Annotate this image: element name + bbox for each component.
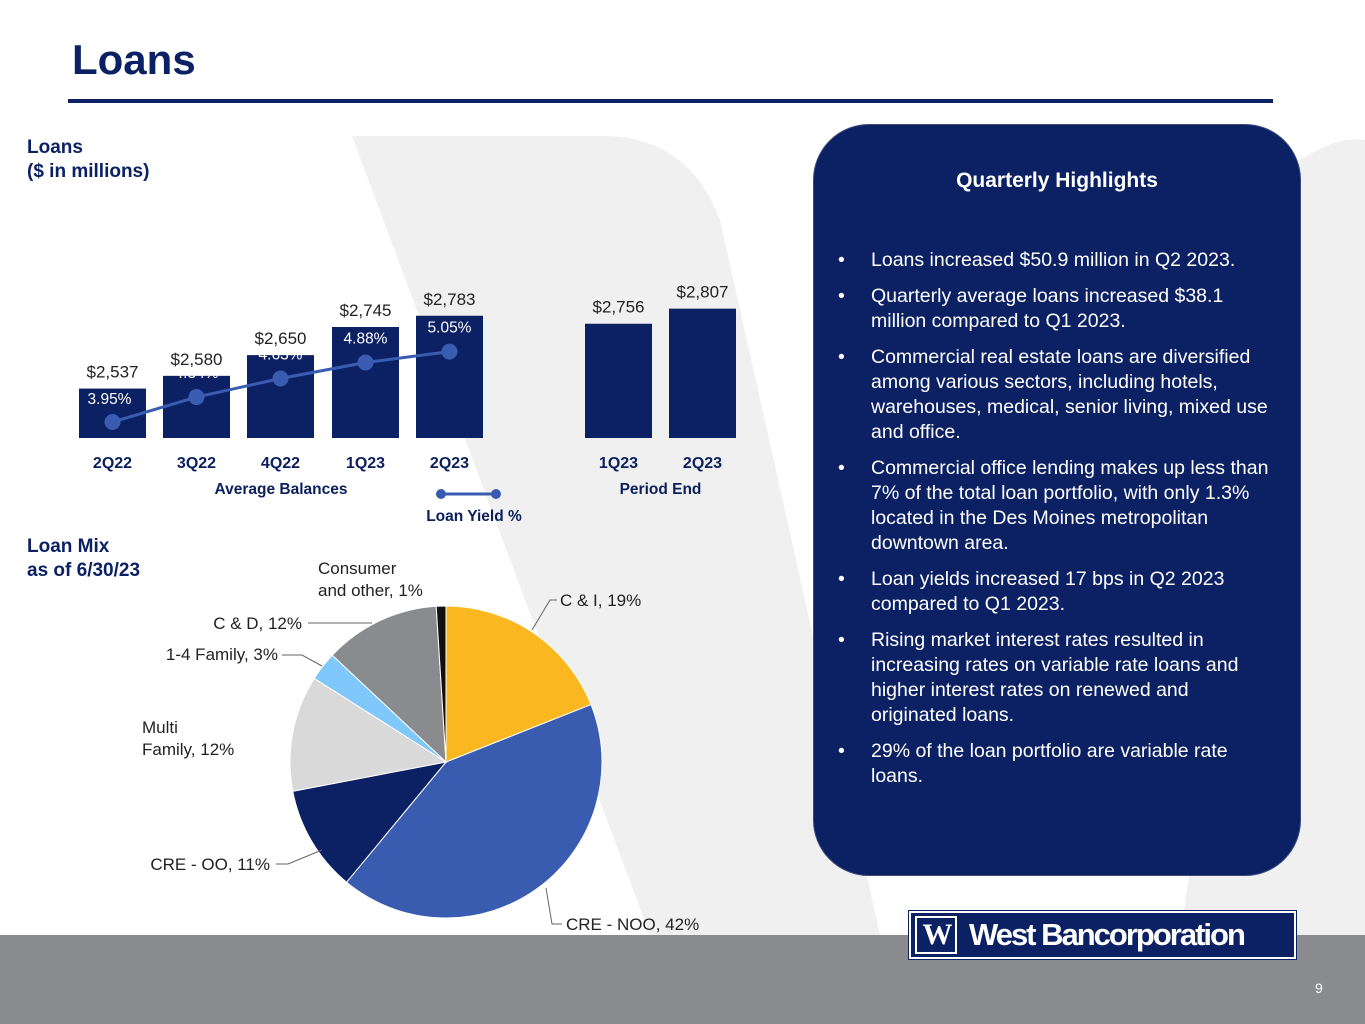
x-tick-label: 2Q22 bbox=[93, 455, 132, 472]
quarterly-highlights-panel: Quarterly Highlights • Loans increased $5… bbox=[813, 124, 1301, 876]
pie-slice bbox=[345, 703, 603, 919]
pie-slice-label-line: CRE - NOO, 42% bbox=[566, 915, 699, 934]
bar bbox=[416, 315, 483, 438]
logo-text: West Bancorporation bbox=[969, 917, 1246, 952]
highlight-text: 29% of the loan portfolio are variable r… bbox=[871, 740, 1228, 787]
x-tick-label: 1Q23 bbox=[599, 455, 638, 472]
pie-slice-label: CRE - OO, 11% bbox=[150, 855, 270, 874]
yield-label: 4.63% bbox=[259, 346, 303, 363]
highlight-text: Quarterly average loans increased $38.1 … bbox=[871, 285, 1224, 332]
yield-label: 4.88% bbox=[344, 330, 388, 347]
bar bbox=[585, 323, 652, 438]
list-item: • Quarterly average loans increased $38.1… bbox=[838, 284, 1278, 334]
bar-value-label: $2,783 bbox=[424, 290, 476, 309]
highlights-list: • Loans increased $50.9 million in Q2 202… bbox=[838, 248, 1278, 800]
group-label: Average Balances bbox=[215, 481, 348, 498]
pie-slice-label-line: Family, 12% bbox=[142, 740, 234, 759]
pie-slice bbox=[289, 677, 448, 792]
pie-slice-label-line: CRE - OO, 11% bbox=[150, 855, 270, 874]
bar bbox=[247, 355, 314, 438]
pie-slice-label-line: and other, 1% bbox=[318, 581, 423, 600]
list-item: • Commercial real estate loans are divers… bbox=[838, 345, 1278, 445]
pie-slice-label-line: 1-4 Family, 3% bbox=[166, 645, 278, 664]
bar bbox=[669, 308, 736, 438]
pie-slice-label: C & D, 12% bbox=[213, 614, 302, 633]
logo-w-mark: W bbox=[915, 916, 957, 954]
bar bbox=[163, 375, 230, 438]
pie-leader-line bbox=[282, 654, 323, 667]
yield-label: 4.34% bbox=[175, 365, 219, 382]
list-item: • Rising market interest rates resulted i… bbox=[838, 628, 1278, 728]
legend-label: Loan Yield % bbox=[426, 508, 522, 525]
page-title: Loans bbox=[72, 36, 196, 83]
yield-point bbox=[104, 414, 121, 430]
west-bancorporation-logo: W West Bancorporation bbox=[908, 910, 1297, 960]
list-item: • 29% of the loan portfolio are variable … bbox=[838, 739, 1278, 789]
x-tick-label: 2Q23 bbox=[430, 455, 469, 472]
yield-point bbox=[272, 370, 289, 387]
loans-section-label-line2: ($ in millions) bbox=[27, 161, 150, 182]
group-label: Period End bbox=[620, 481, 702, 498]
pie-slice bbox=[435, 605, 447, 763]
bar-value-label: $2,537 bbox=[87, 363, 139, 382]
bar-value-label: $2,650 bbox=[255, 329, 307, 348]
pie-slice-label: Multi Family, 12% bbox=[142, 718, 234, 759]
x-tick-label: 4Q22 bbox=[261, 455, 300, 472]
bar-value-label: $2,745 bbox=[340, 301, 392, 320]
highlight-text: Loans increased $50.9 million in Q2 2023… bbox=[871, 249, 1236, 271]
loan-mix-section-label: Loan Mix as of 6/30/23 bbox=[27, 535, 140, 583]
loan-mix-section-label-line2: as of 6/30/23 bbox=[27, 560, 141, 581]
pie-slice bbox=[292, 761, 448, 883]
list-item: • Loans increased $50.9 million in Q2 202… bbox=[838, 248, 1278, 273]
pie-slice-label: 1-4 Family, 3% bbox=[166, 645, 278, 664]
pie-slice-label-line: C & I, 19% bbox=[560, 591, 641, 610]
title-rule bbox=[68, 99, 1273, 103]
highlight-text: Commercial real estate loans are diversi… bbox=[871, 346, 1268, 443]
pie-slice bbox=[331, 605, 447, 764]
highlight-text: Loan yields increased 17 bps in Q2 2023 … bbox=[871, 568, 1225, 615]
bullet-icon: • bbox=[838, 568, 845, 590]
highlight-text: Rising market interest rates resulted in… bbox=[871, 629, 1239, 726]
pie-leader-line bbox=[531, 599, 557, 631]
x-tick-label: 2Q23 bbox=[683, 455, 722, 472]
yield-point bbox=[441, 343, 458, 360]
bullet-icon: • bbox=[838, 740, 845, 762]
loans-section-label-line1: Loans bbox=[27, 137, 83, 158]
pie-slice-label: CRE - NOO, 42% bbox=[566, 915, 699, 934]
pie-slice-label-line: Consumer bbox=[318, 559, 397, 578]
pie-slice bbox=[445, 605, 592, 763]
yield-label: 3.95% bbox=[88, 391, 132, 408]
bullet-icon: • bbox=[838, 346, 845, 368]
bar-value-label: $2,580 bbox=[171, 350, 223, 369]
bar bbox=[332, 327, 399, 438]
x-tick-label: 3Q22 bbox=[177, 455, 216, 472]
loan-mix-pie-chart: C & I, 19% CRE - NOO, 42% CRE - OO, 11% Mul… bbox=[142, 559, 699, 934]
page-number: 9 bbox=[1315, 980, 1323, 996]
bullet-icon: • bbox=[838, 285, 845, 307]
legend-marker bbox=[436, 489, 446, 499]
bar-value-label: $2,756 bbox=[593, 298, 645, 317]
highlight-text: Commercial office lending makes up less … bbox=[871, 457, 1269, 554]
pie-slice-label-line: C & D, 12% bbox=[213, 614, 302, 633]
list-item: • Commercial office lending makes up less… bbox=[838, 456, 1278, 556]
bullet-icon: • bbox=[838, 249, 845, 271]
loans-section-label: Loans ($ in millions) bbox=[27, 136, 149, 184]
legend-marker bbox=[491, 489, 501, 499]
yield-point bbox=[188, 389, 205, 406]
loans-bar-chart: $2,537 2Q22 $2,580 3Q22 $2,650 4Q22 $2,745 1Q23… bbox=[79, 283, 736, 525]
pie-slice-label: C & I, 19% bbox=[560, 591, 641, 610]
pie-leader-line bbox=[545, 887, 562, 925]
loan-mix-section-label-line1: Loan Mix bbox=[27, 536, 110, 557]
x-tick-label: 1Q23 bbox=[346, 455, 385, 472]
yield-point bbox=[357, 354, 374, 371]
yield-label: 5.05% bbox=[428, 320, 472, 337]
list-item: • Loan yields increased 17 bps in Q2 2023… bbox=[838, 567, 1278, 617]
pie-slice-label: Consumer and other, 1% bbox=[318, 559, 423, 600]
bullet-icon: • bbox=[838, 457, 845, 479]
pie-leader-line bbox=[276, 849, 323, 865]
highlights-title: Quarterly Highlights bbox=[956, 169, 1158, 192]
bullet-icon: • bbox=[838, 629, 845, 651]
bar-value-label: $2,807 bbox=[677, 283, 729, 302]
pie-slice-label-line: Multi bbox=[142, 718, 178, 737]
